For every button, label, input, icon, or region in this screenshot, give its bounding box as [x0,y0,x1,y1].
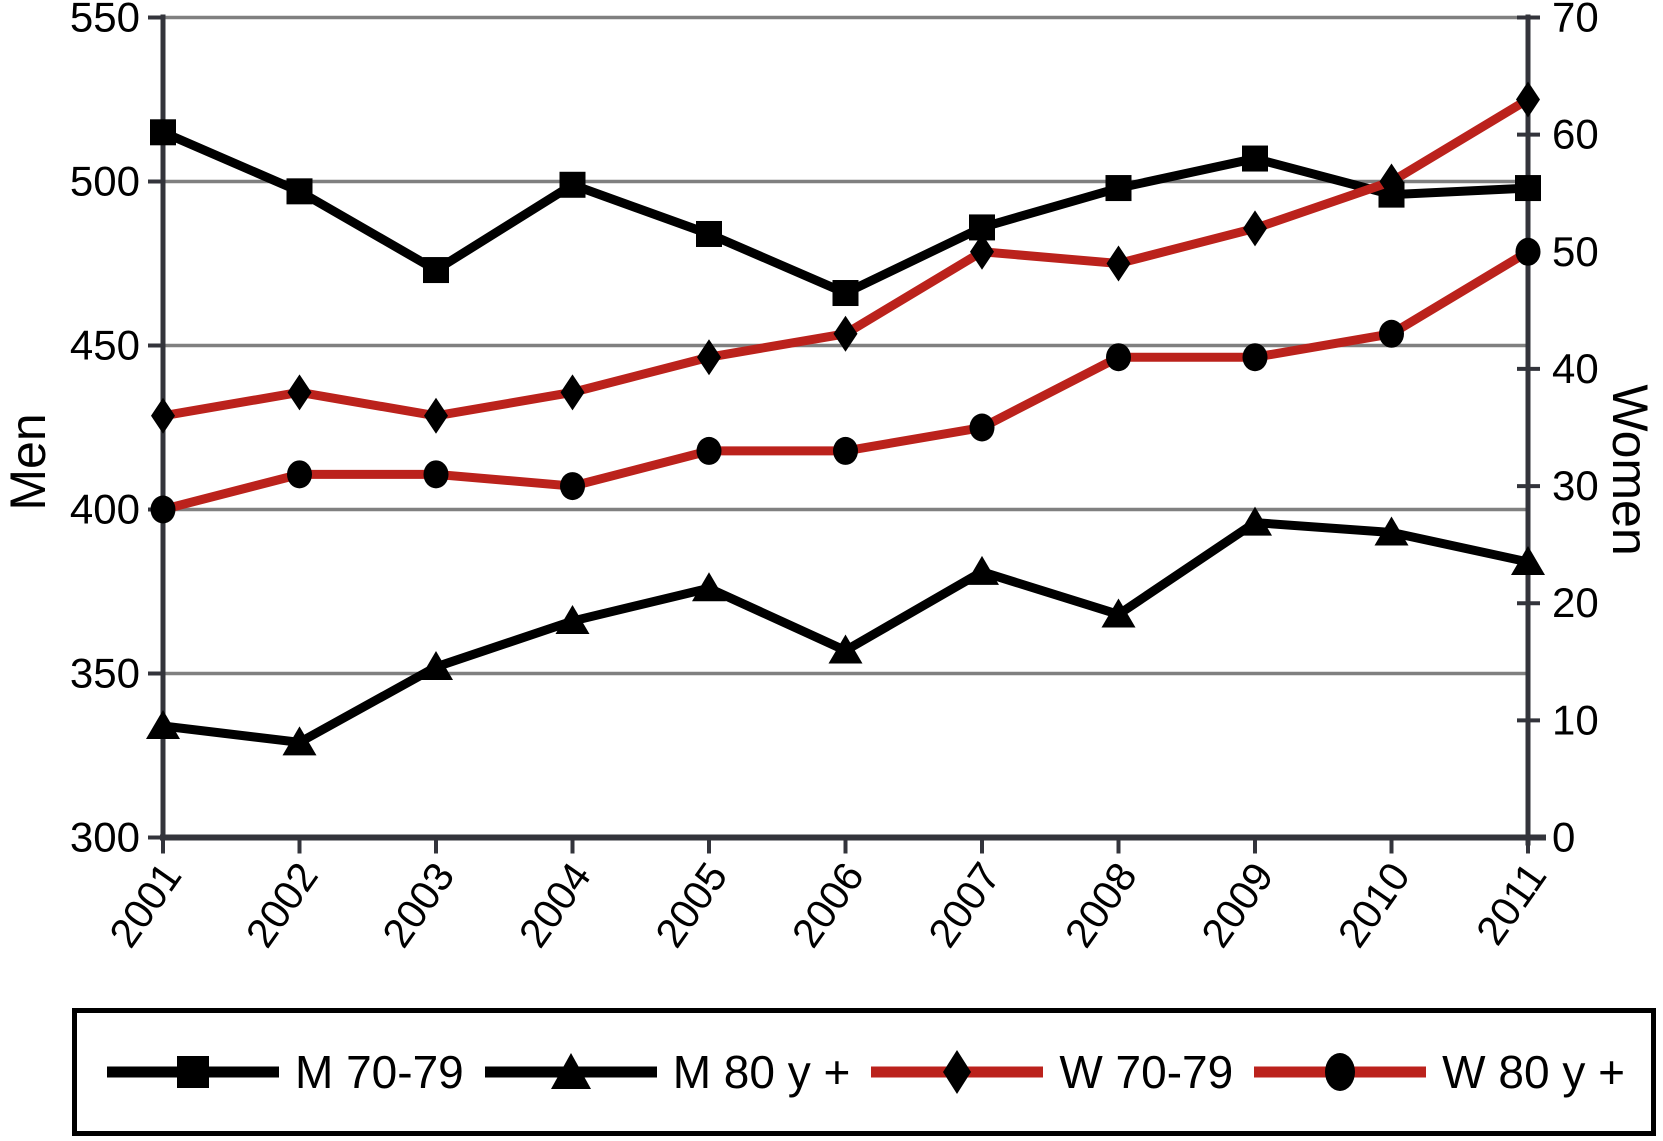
marker-diamond-w-70-79 [697,339,721,376]
marker-triangle-m-80-y [692,572,726,602]
left-axis-tick-label: 550 [70,0,140,41]
left-axis-tick-label: 450 [70,322,140,369]
right-axis-tick-label: 40 [1552,345,1599,392]
marker-circle-w-80-y [150,495,176,524]
marker-triangle-m-80-y [1101,598,1136,628]
marker-triangle-m-80-y [555,605,590,635]
series-line-w-70-79 [162,95,1531,421]
legend-label: W 80 y + [1442,1046,1625,1098]
marker-triangle-m-80-y [146,709,180,739]
legend-label: M 70-79 [295,1046,464,1098]
marker-square-m-70-79 [1105,175,1132,202]
marker-square-m-70-79 [696,220,722,247]
legend-marker-square [177,1056,209,1088]
marker-circle-w-80-y [287,460,312,489]
marker-circle-w-80-y [423,460,449,489]
legend-item: M 70-79 [103,1042,464,1102]
marker-diamond-w-70-79 [287,374,312,411]
x-axis-tick-label: 2001 [100,854,190,955]
legend-marker-triangle [550,1053,591,1089]
series-line-m-80-y [162,518,1529,748]
right-axis-title: Women [1602,384,1658,556]
legend: M 70-79 M 80 y + W 70-79 W 80 y + [72,1008,1656,1136]
marker-triangle-m-80-y [282,726,317,756]
marker-square-m-70-79 [1242,145,1268,172]
marker-triangle-m-80-y [965,555,999,585]
legend-label: M 80 y + [672,1046,851,1098]
right-axis-tick-label: 50 [1552,228,1599,275]
x-axis-tick-label: 2009 [1192,854,1282,955]
x-axis-tick-label: 2005 [646,854,736,955]
marker-diamond-w-70-79 [970,233,994,270]
marker-diamond-w-70-79 [833,315,858,352]
right-axis-tick-label: 30 [1552,462,1599,509]
x-axis-tick-label: 2011 [1467,854,1555,953]
left-axis-tick-label: 300 [70,814,140,861]
marker-circle-w-80-y [1106,343,1131,372]
marker-diamond-w-70-79 [424,397,448,434]
marker-triangle-m-80-y [419,650,453,680]
x-axis-tick-label: 2004 [510,854,600,955]
left-axis-title: Men [0,413,56,511]
marker-triangle-m-80-y [1374,516,1409,546]
series-line-m-70-79 [161,128,1529,298]
marker-diamond-w-70-79 [1379,163,1404,200]
right-axis-tick-label: 60 [1552,111,1599,158]
left-axis-tick-label: 500 [70,158,140,205]
x-axis-tick-label: 2003 [373,854,463,955]
x-axis-tick-label: 2008 [1056,854,1146,955]
legend-item: W 80 y + [1250,1042,1625,1102]
marker-circle-w-80-y [833,436,858,465]
marker-square-m-70-79 [832,280,859,307]
legend-swatch-circle [1254,1053,1427,1091]
left-axis-tick-label: 350 [70,650,140,697]
marker-circle-w-80-y [969,413,995,442]
right-axis-tick-label: 10 [1552,696,1599,743]
right-axis-tick-label: 0 [1552,814,1575,861]
x-axis-tick-label: 2007 [919,854,1009,955]
marker-square-m-70-79 [150,119,176,146]
legend-swatch-square [107,1056,279,1088]
right-axis-tick-label: 20 [1552,579,1599,626]
marker-diamond-w-70-79 [1106,245,1131,282]
legend-label: W 70-79 [1059,1046,1234,1098]
marker-triangle-m-80-y [1511,545,1545,575]
marker-diamond-w-70-79 [151,397,175,434]
legend-swatch-diamond [871,1050,1044,1094]
marker-circle-w-80-y [1242,343,1268,372]
marker-square-m-70-79 [1515,175,1541,202]
legend-swatch-triangle [484,1053,657,1089]
x-axis-tick-label: 2006 [783,854,873,955]
legend-item: M 80 y + [481,1042,851,1102]
marker-square-m-70-79 [286,178,313,205]
marker-circle-w-80-y [1515,237,1541,266]
marker-circle-w-80-y [560,472,585,501]
marker-triangle-m-80-y [828,634,863,664]
marker-triangle-m-80-y [1238,506,1272,536]
legend-item: W 70-79 [867,1042,1233,1102]
left-axis-tick-label: 400 [70,486,140,533]
legend-marker-diamond [943,1050,972,1094]
marker-circle-w-80-y [1379,319,1404,348]
right-axis-tick-label: 70 [1552,0,1599,41]
marker-circle-w-80-y [696,436,722,465]
marker-diamond-w-70-79 [560,374,585,411]
marker-diamond-w-70-79 [1243,210,1267,247]
x-axis-tick-label: 2002 [237,854,327,955]
x-axis-tick-label: 2010 [1329,854,1419,955]
marker-square-m-70-79 [559,171,586,198]
marker-square-m-70-79 [423,257,449,284]
legend-marker-circle [1325,1053,1356,1091]
marker-diamond-w-70-79 [1516,81,1540,118]
